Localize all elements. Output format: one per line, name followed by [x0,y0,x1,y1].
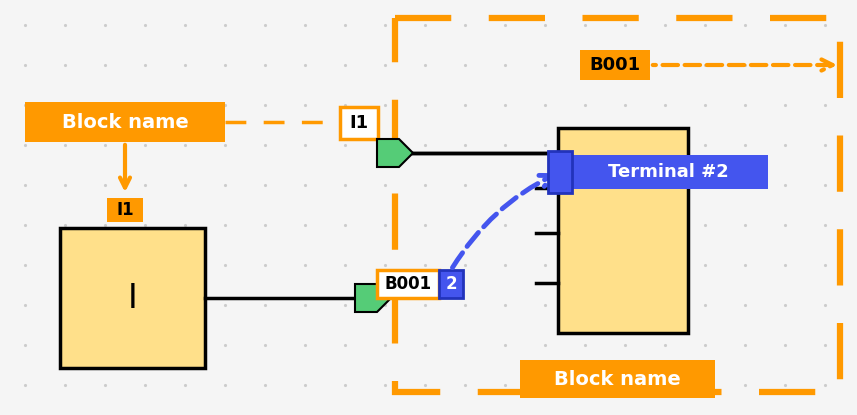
Text: Block name: Block name [62,112,189,132]
Bar [548,155,768,189]
Text: I: I [128,281,137,315]
Bar [395,18,840,392]
Polygon shape [355,284,391,312]
Bar [558,128,688,333]
Bar [107,198,143,222]
Text: I1: I1 [117,201,134,219]
Text: I1: I1 [350,114,369,132]
Bar [340,107,378,139]
Text: 2: 2 [445,275,457,293]
Bar [377,270,439,298]
Text: B001: B001 [385,275,432,293]
Bar [439,270,463,298]
Bar [520,360,715,398]
Bar [548,151,572,193]
Bar [580,50,650,80]
Text: Block name: Block name [554,369,680,388]
Polygon shape [377,139,413,167]
Text: Terminal #2: Terminal #2 [608,163,728,181]
Text: B001: B001 [590,56,640,74]
Text: 0: 0 [618,159,628,173]
Bar [25,102,225,142]
Bar [60,228,205,368]
